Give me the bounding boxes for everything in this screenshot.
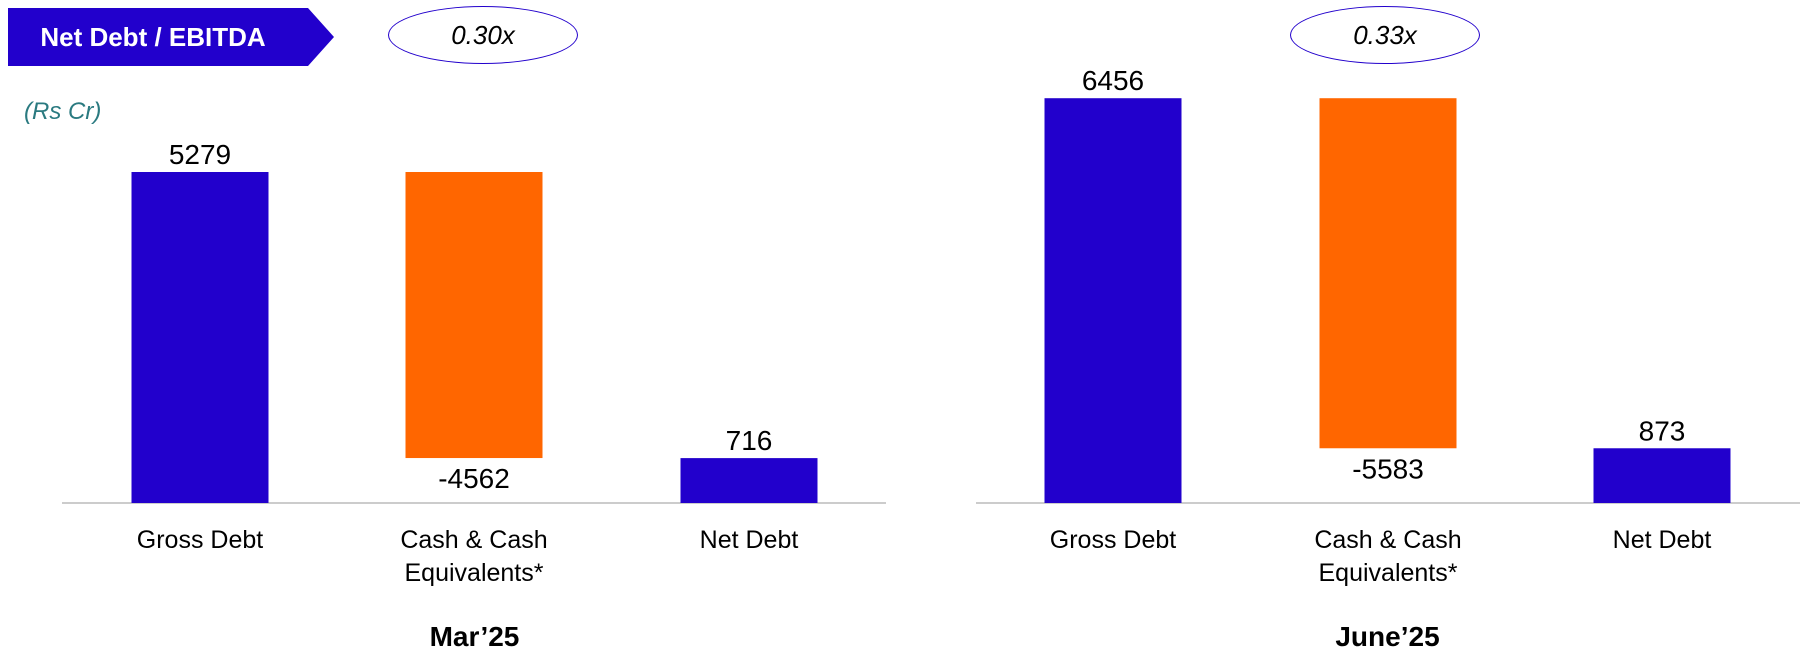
banner-arrow-shape [8,8,334,66]
bar [1593,448,1731,503]
unit-label: (Rs Cr) [24,98,102,125]
data-label: 5279 [169,139,231,170]
category-label: Gross Debt [1050,526,1176,554]
category-label: Net Debt [1613,526,1712,554]
category-label: Equivalents* [405,559,544,587]
title-banner: Net Debt / EBITDA [8,8,334,66]
category-label: Gross Debt [137,526,263,554]
category-label: Cash & Cash [1314,526,1461,554]
ratio-badge-mar25: 0.30x [388,6,578,64]
period-title: Mar’25 [430,621,520,652]
category-label: Cash & Cash [400,526,547,554]
period-title: June’25 [1335,621,1439,652]
banner-title: Net Debt / EBITDA [40,21,266,52]
data-label: 716 [726,425,773,456]
bar [1044,98,1182,503]
bar [131,172,269,503]
bar [405,172,543,459]
category-label: Equivalents* [1319,559,1458,587]
data-label: 873 [1639,415,1686,446]
bar [1319,98,1457,449]
data-label: -5583 [1352,453,1424,484]
data-label: -4562 [438,463,510,494]
ratio-badge-june25: 0.33x [1290,6,1480,64]
data-label: 6456 [1082,65,1144,96]
category-label: Net Debt [700,526,799,554]
bar [680,458,818,503]
